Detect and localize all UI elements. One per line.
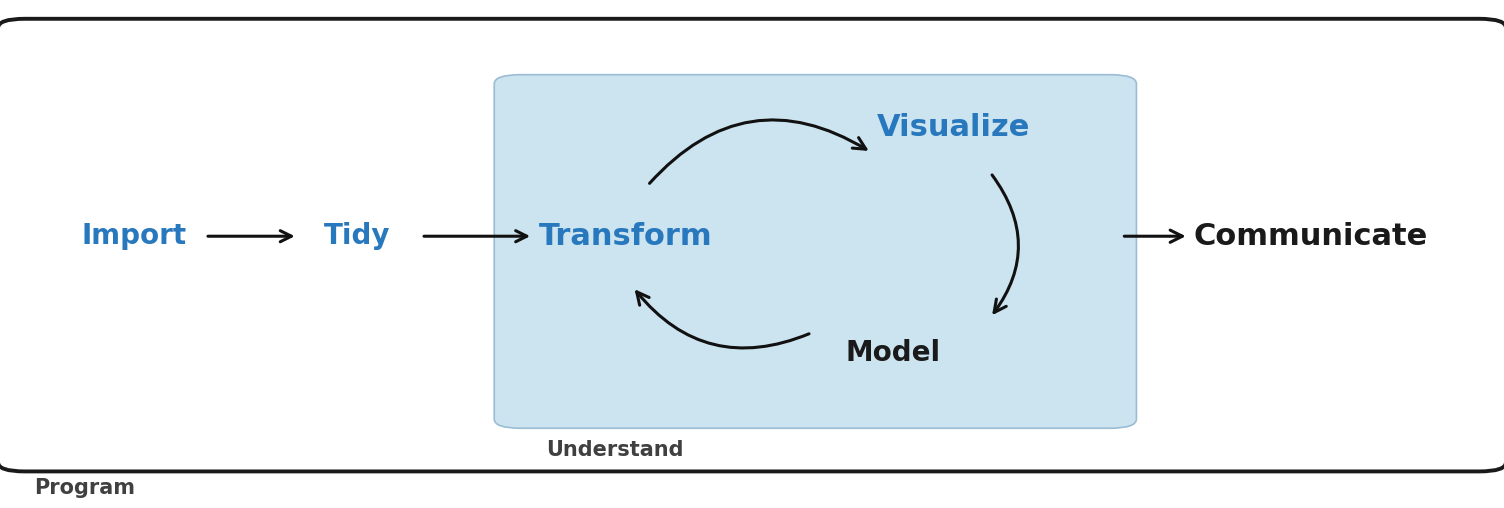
Text: Understand: Understand (546, 439, 684, 460)
Text: Model: Model (845, 339, 942, 367)
Text: Communicate: Communicate (1194, 221, 1427, 251)
FancyBboxPatch shape (495, 75, 1137, 428)
Text: Tidy: Tidy (323, 222, 391, 250)
Text: Import: Import (81, 222, 186, 250)
Text: Program: Program (33, 478, 135, 498)
FancyBboxPatch shape (0, 19, 1504, 471)
Text: Visualize: Visualize (877, 112, 1030, 142)
Text: Transform: Transform (538, 221, 713, 251)
